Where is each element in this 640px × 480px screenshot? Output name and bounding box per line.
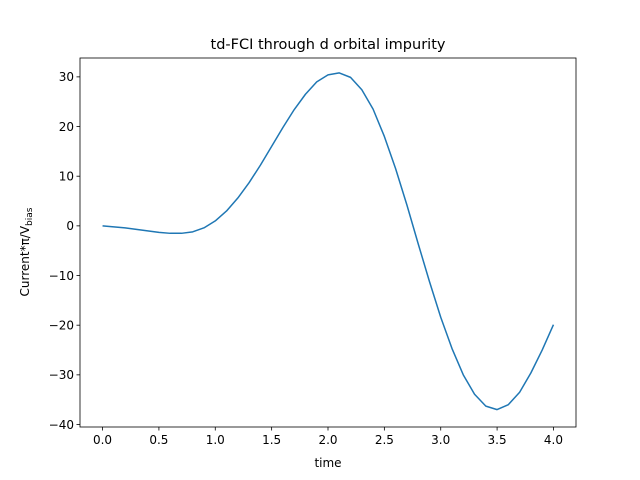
y-tick-label: −40	[49, 418, 74, 432]
x-tick-label: 2.0	[318, 433, 337, 447]
y-axis-label-subscript: bias	[25, 207, 35, 226]
y-tick-label: −10	[49, 269, 74, 283]
y-axis-label-main: Current*π/V	[18, 225, 32, 296]
y-axis-ticks: 30 20 10 0 −10 −20 −30 −40	[49, 70, 80, 432]
x-tick-label: 3.0	[431, 433, 450, 447]
chart-title: td-FCI through d orbital impurity	[211, 37, 446, 53]
series-line	[102, 72, 555, 411]
x-tick-label: 2.5	[375, 433, 394, 447]
x-tick-label: 1.5	[262, 433, 281, 447]
x-tick-label: 4.0	[544, 433, 563, 447]
x-axis-ticks: 0.0 0.5 1.0 1.5 2.0 2.5 3.0 3.5 4.0	[93, 427, 563, 447]
x-axis-label: time	[314, 456, 341, 470]
y-tick-label: 30	[59, 70, 74, 84]
x-tick-label: 0.5	[149, 433, 168, 447]
y-tick-label: 10	[59, 169, 74, 183]
x-tick-label: 0.0	[93, 433, 112, 447]
y-tick-label: 0	[66, 219, 74, 233]
x-tick-label: 3.5	[488, 433, 507, 447]
y-axis-label: Current*π/Vbias	[18, 207, 35, 296]
y-tick-label: 20	[59, 120, 74, 134]
y-tick-label: −30	[49, 368, 74, 382]
x-tick-label: 1.0	[206, 433, 225, 447]
y-tick-label: −20	[49, 318, 74, 332]
